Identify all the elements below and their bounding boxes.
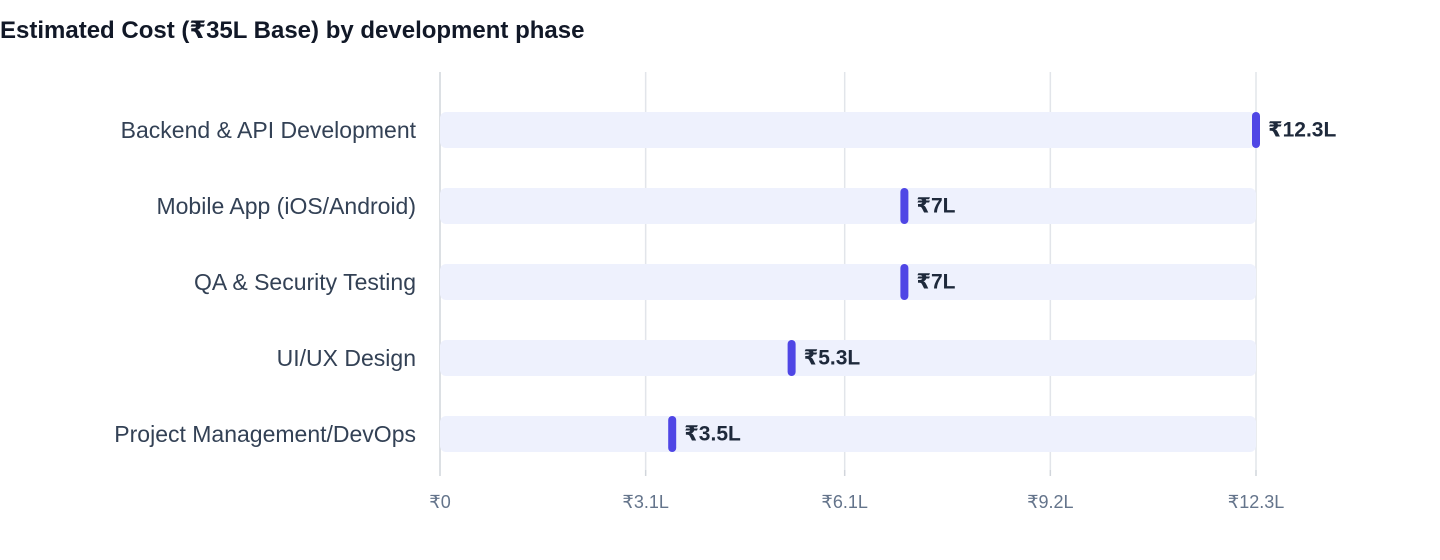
bar-track [440,340,1256,376]
bar-track [440,188,1256,224]
x-tick-label: ₹12.3L [1228,492,1285,512]
bar-marker [900,188,909,224]
bar-track [440,264,1256,300]
bar-marker [900,264,909,300]
bar-marker [787,340,796,376]
data-label: ₹7L [916,195,955,218]
bar-marker [1252,112,1260,148]
value-labels: ₹12.3L ₹7L ₹7L ₹5.3L ₹3.5L [684,119,1336,446]
bar-track [440,112,1256,148]
chart-title: Estimated Cost (₹35L Base) by developmen… [0,17,585,44]
category-label: UI/UX Design [277,345,416,371]
bar-track [440,416,1256,452]
bar-markers [668,112,1260,452]
x-tick-label: ₹9.2L [1027,492,1074,512]
bar-tracks [440,112,1256,452]
data-label: ₹12.3L [1268,119,1336,142]
data-label: ₹7L [916,271,955,294]
x-tick-label: ₹3.1L [622,492,669,512]
x-tick-label: ₹6.1L [821,492,868,512]
x-axis-ticks: ₹0 ₹3.1L ₹6.1L ₹9.2L ₹12.3L [429,470,1284,512]
data-label: ₹5.3L [804,347,861,370]
category-label: Project Management/DevOps [114,421,416,447]
x-tick-label: ₹0 [429,492,450,512]
category-labels: Backend & API Development Mobile App (iOS… [114,117,416,447]
category-label: Backend & API Development [121,117,417,143]
category-label: Mobile App (iOS/Android) [156,193,416,219]
bar-marker [668,416,677,452]
data-label: ₹3.5L [684,423,741,446]
category-label: QA & Security Testing [194,269,416,295]
